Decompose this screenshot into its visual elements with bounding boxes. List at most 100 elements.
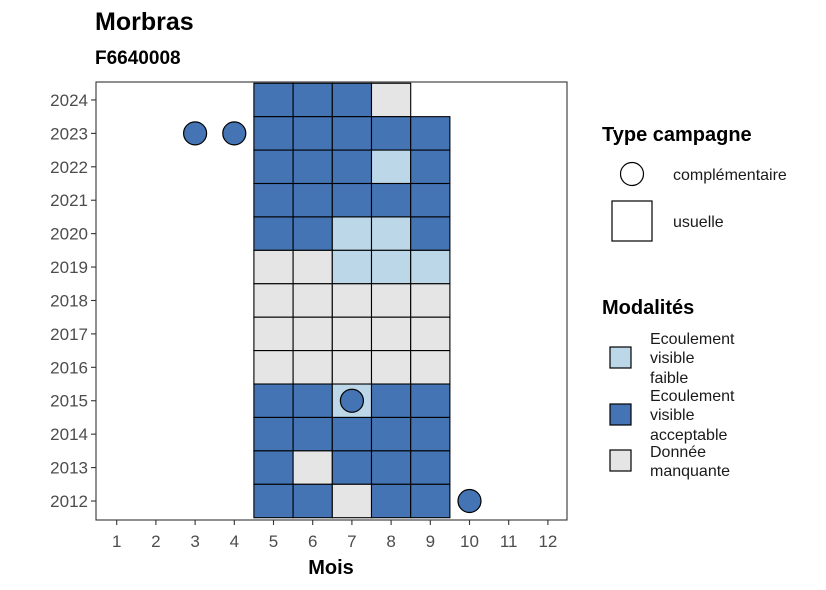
y-tick-label-2017: 2017 <box>50 325 88 344</box>
tile-2023-8 <box>370 116 412 151</box>
x-tick-label-9: 9 <box>426 532 435 551</box>
legend-key-faible <box>609 346 632 369</box>
y-tick-label-2022: 2022 <box>50 158 88 177</box>
tile-2021-5 <box>253 182 294 218</box>
tile-2018-8 <box>370 283 412 318</box>
tile-2017-5 <box>253 316 294 352</box>
tile-2024-5 <box>253 82 294 118</box>
tile-2013-8 <box>370 450 412 485</box>
point-2023-3 <box>183 121 208 146</box>
legend-label-manquante: Donnée manquante <box>650 444 730 480</box>
tile-2020-9 <box>410 216 451 251</box>
tile-2012-5 <box>253 483 294 519</box>
tile-2014-5 <box>253 416 294 452</box>
tile-2022-5 <box>253 149 294 185</box>
y-tick-label-2014: 2014 <box>50 425 88 444</box>
tile-2021-6 <box>292 182 333 218</box>
tile-2022-8 <box>370 149 412 185</box>
tile-2019-9 <box>410 249 451 285</box>
tile-2015-6 <box>292 383 333 418</box>
x-tick-label-5: 5 <box>269 532 278 551</box>
tile-2016-5 <box>253 350 294 385</box>
tile-2024-6 <box>292 82 333 118</box>
legend-label-complementaire: complémentaire <box>673 167 787 184</box>
y-axis: 2012 2013 2014 2015 2016 2017 2018 2019 2020 2021… <box>50 91 96 511</box>
tile-2021-7 <box>331 182 373 218</box>
y-tick-label-2016: 2016 <box>50 358 88 377</box>
tile-2013-6 <box>292 450 333 485</box>
tile-2012-7 <box>331 483 373 519</box>
tile-2024-7 <box>331 82 373 118</box>
legend: Type campagne complémentaire usuelle Mod… <box>602 124 787 480</box>
x-axis: 1 2 3 4 5 6 7 8 9 10 11 12 <box>112 520 557 551</box>
legend-key-acceptable <box>609 403 632 426</box>
x-tick-label-11: 11 <box>500 532 518 551</box>
tile-2017-7 <box>331 316 373 352</box>
tile-2013-5 <box>253 450 294 485</box>
tile-2013-7 <box>331 450 373 485</box>
tile-2014-8 <box>370 416 412 452</box>
legend-square-marker <box>611 200 653 242</box>
tile-2012-9 <box>410 483 451 519</box>
y-tick-label-2018: 2018 <box>50 291 88 310</box>
tile-2020-6 <box>292 216 333 251</box>
y-tick-label-2013: 2013 <box>50 459 88 478</box>
tile-2018-5 <box>253 283 294 318</box>
tile-2015-9 <box>410 383 451 418</box>
legend-label-acceptable: Ecoulement visible acceptable <box>650 388 739 444</box>
tile-2016-6 <box>292 350 333 385</box>
tile-2017-9 <box>410 316 451 352</box>
legend-label-usuelle: usuelle <box>673 214 724 231</box>
tile-2014-6 <box>292 416 333 452</box>
x-tick-label-4: 4 <box>230 532 239 551</box>
tile-2018-7 <box>331 283 373 318</box>
chart-subtitle: F6640008 <box>95 48 181 69</box>
legend-circle-marker <box>619 161 645 187</box>
tile-2023-6 <box>292 116 333 151</box>
y-tick-label-2021: 2021 <box>50 191 88 210</box>
tile-2023-7 <box>331 116 373 151</box>
tile-2023-5 <box>253 116 294 151</box>
tile-2016-9 <box>410 350 451 385</box>
tile-2016-8 <box>370 350 412 385</box>
tile-2019-7 <box>331 249 373 285</box>
tile-2012-8 <box>370 483 412 519</box>
tile-2018-6 <box>292 283 333 318</box>
x-tick-label-10: 10 <box>460 532 479 551</box>
tile-2022-9 <box>410 149 451 185</box>
x-tick-label-12: 12 <box>538 532 557 551</box>
point-2012-10 <box>457 488 482 514</box>
tile-2015-8 <box>370 383 412 418</box>
legend-key-manquante <box>609 449 632 472</box>
chart-title: Morbras <box>95 8 194 36</box>
tile-2019-6 <box>292 249 333 285</box>
tile-2016-7 <box>331 350 373 385</box>
tile-2023-9 <box>410 116 451 151</box>
x-tick-label-7: 7 <box>347 532 356 551</box>
tile-2015-5 <box>253 383 294 418</box>
point-2023-4 <box>222 121 247 146</box>
legend-label-faible: Ecoulement visible faible <box>650 331 739 387</box>
tile-2020-8 <box>370 216 412 251</box>
y-tick-label-2015: 2015 <box>50 392 88 411</box>
tile-2018-9 <box>410 283 451 318</box>
x-tick-label-6: 6 <box>308 532 317 551</box>
tile-2021-8 <box>370 182 412 218</box>
tiles <box>253 82 451 519</box>
tile-2019-8 <box>370 249 412 285</box>
x-tick-label-8: 8 <box>386 532 395 551</box>
tile-2014-9 <box>410 416 451 452</box>
x-tick-label-2: 2 <box>151 532 160 551</box>
tile-2017-6 <box>292 316 333 352</box>
tile-2022-7 <box>331 149 373 185</box>
tile-2012-6 <box>292 483 333 519</box>
points <box>183 121 482 514</box>
tile-2021-9 <box>410 182 451 218</box>
x-axis-title: Mois <box>308 557 354 579</box>
point-2015-7 <box>339 388 364 413</box>
x-tick-label-1: 1 <box>112 532 121 551</box>
y-tick-label-2020: 2020 <box>50 225 88 244</box>
y-tick-label-2023: 2023 <box>50 124 88 143</box>
tile-2020-7 <box>331 216 373 251</box>
